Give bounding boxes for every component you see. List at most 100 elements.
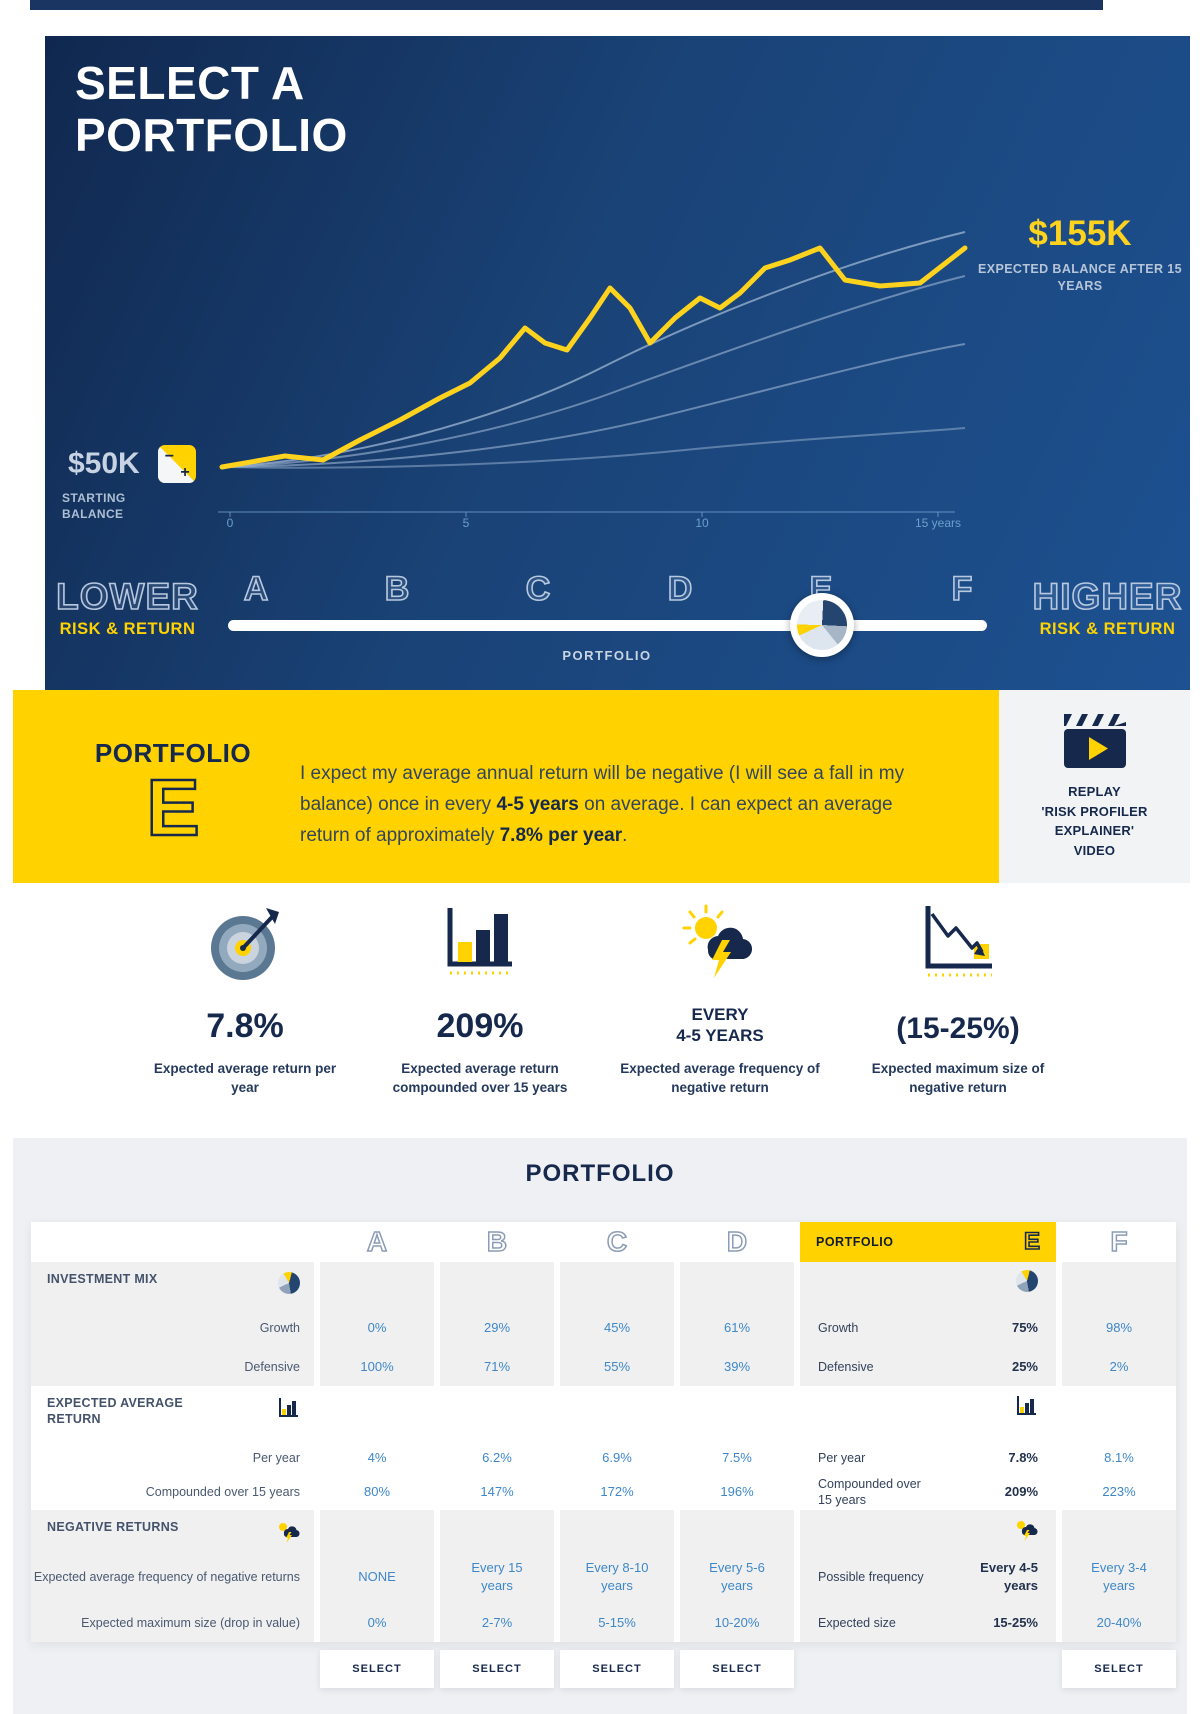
stat-label: Expected maximum size of negative return xyxy=(871,1061,1045,1095)
adjust-balance-icon[interactable]: − + xyxy=(157,445,196,484)
select-portfolio-a-button[interactable]: SELECT xyxy=(320,1650,434,1688)
stat-value-line1: EVERY xyxy=(691,1005,749,1025)
cell-peryear-b: 6.2% xyxy=(440,1442,554,1474)
starting-balance-caption: STARTING BALANCE xyxy=(62,491,126,522)
cell-frequency-e: Possible frequency Every 4-5 years xyxy=(800,1550,1056,1604)
slider-axis-label: PORTFOLIO xyxy=(562,648,652,663)
cell-defensive-f: 2% xyxy=(1062,1348,1176,1386)
cell-compounded-d: 196% xyxy=(680,1474,794,1510)
stat-return-per-year: 7.8% Expected average return per year xyxy=(130,898,360,1098)
higher-risk-word: HIGHER xyxy=(1032,575,1183,618)
table-column-e-selected: PORTFOLIO E Growth 75% Defensive 25% xyxy=(800,1222,1056,1642)
expected-balance-caption: EXPECTED BALANCE AFTER 15 YEARS xyxy=(977,262,1182,294)
slider-letter-b[interactable]: B xyxy=(384,569,410,609)
bar-chart-icon xyxy=(365,898,595,990)
replay-line-1: REPLAY xyxy=(1068,784,1121,799)
bar-chart-icon xyxy=(1014,1394,1038,1423)
cell-defensive-c: 55% xyxy=(560,1348,674,1386)
banner-text-2: on average. I can expect an average retu… xyxy=(300,794,893,846)
slider-letter-c[interactable]: C xyxy=(525,569,551,609)
x-tick-10: 10 xyxy=(695,516,709,530)
cell-growth-e: Growth 75% xyxy=(800,1308,1056,1348)
row-label-per-year: Per year xyxy=(31,1442,314,1474)
lower-risk-word: LOWER xyxy=(55,575,199,618)
select-portfolio-d-button[interactable]: SELECT xyxy=(680,1650,794,1688)
comparison-table-section: PORTFOLIO INVESTMENT MIX Growth Defensiv… xyxy=(13,1138,1187,1714)
table-column-a: A 0% 100% 4% 80% NONE 0% xyxy=(320,1222,434,1642)
cell-frequency-d: Every 5-6 years xyxy=(680,1550,794,1604)
top-accent-strip xyxy=(30,0,1103,10)
lower-risk-sub: RISK & RETURN xyxy=(59,620,196,638)
replay-line-2: 'RISK PROFILER xyxy=(1041,803,1148,819)
plus-icon: + xyxy=(180,464,190,482)
group-header-expected-return: EXPECTED AVERAGE RETURN xyxy=(31,1386,314,1442)
x-tick-15: 15 years xyxy=(914,516,962,530)
page-title: SELECT A PORTFOLIO xyxy=(75,57,348,161)
pie-chart-icon xyxy=(1016,1270,1038,1292)
risk-slider-handle[interactable] xyxy=(790,593,854,657)
decline-chart-icon xyxy=(843,898,1073,990)
table-label-column: INVESTMENT MIX Growth Defensive EXPECTED… xyxy=(31,1222,314,1642)
cell-frequency-f: Every 3-4 years xyxy=(1062,1550,1176,1604)
cell-defensive-e: Defensive 25% xyxy=(800,1348,1056,1386)
slider-letter-d[interactable]: D xyxy=(667,569,693,609)
storm-cloud-icon xyxy=(605,898,835,990)
cell-peryear-d: 7.5% xyxy=(680,1442,794,1474)
pie-chart-icon xyxy=(278,1272,300,1294)
cell-frequency-b: Every 15 years xyxy=(440,1550,554,1604)
expected-balance-value: $155K xyxy=(1028,214,1132,253)
x-tick-5: 5 xyxy=(462,516,470,530)
slider-letter-f[interactable]: F xyxy=(951,569,973,609)
growth-chart xyxy=(218,231,968,517)
cell-defensive-a: 100% xyxy=(320,1348,434,1386)
column-header-d: D xyxy=(726,1225,748,1258)
stat-label: Expected average return per year xyxy=(153,1061,337,1095)
cell-growth-c: 45% xyxy=(560,1308,674,1348)
slider-letter-a[interactable]: A xyxy=(243,569,269,609)
replay-line-3: EXPLAINER' xyxy=(1054,823,1135,838)
stat-negative-frequency: EVERY 4-5 YEARS Expected average frequen… xyxy=(605,898,835,1098)
cell-defensive-b: 71% xyxy=(440,1348,554,1386)
storm-cloud-icon xyxy=(1014,1518,1038,1547)
cell-compounded-b: 147% xyxy=(440,1474,554,1510)
stat-max-negative-return: (15-25%) Expected maximum size of negati… xyxy=(843,898,1073,1098)
column-header-e: E xyxy=(1023,1227,1041,1256)
select-portfolio-f-button[interactable]: SELECT xyxy=(1062,1650,1176,1688)
row-label-frequency: Expected average frequency of negative r… xyxy=(31,1550,314,1604)
cell-maxsize-b: 2-7% xyxy=(440,1604,554,1642)
stat-value: (15-25%) xyxy=(896,1012,1020,1045)
replay-video-button[interactable]: REPLAY 'RISK PROFILER EXPLAINER' VIDEO xyxy=(999,690,1190,883)
stat-value: 7.8% xyxy=(206,1007,284,1045)
cell-peryear-f: 8.1% xyxy=(1062,1442,1176,1474)
starting-balance-value: $50K xyxy=(68,447,140,480)
row-label-max-size: Expected maximum size (drop in value) xyxy=(31,1604,314,1642)
banner-portfolio-letter: E xyxy=(145,763,201,852)
column-header-c: C xyxy=(606,1225,628,1258)
banner-description: I expect my average annual return will b… xyxy=(300,758,912,851)
cell-maxsize-e: Expected size 15-25% xyxy=(800,1604,1056,1642)
select-portfolio-b-button[interactable]: SELECT xyxy=(440,1650,554,1688)
stat-label: Expected average return compounded over … xyxy=(392,1061,568,1095)
table-column-f: F 98% 2% 8.1% 223% Every 3-4 years 20-40… xyxy=(1062,1222,1176,1642)
banner-portfolio-label: PORTFOLIO xyxy=(94,738,252,768)
hero-panel: SELECT A PORTFOLIO $155K EXPECTED BALANC… xyxy=(45,36,1190,690)
lower-risk-label: LOWER RISK & RETURN xyxy=(35,575,220,639)
minus-icon: − xyxy=(164,448,175,466)
video-clapperboard-icon xyxy=(1063,714,1126,768)
cell-frequency-c: Every 8-10 years xyxy=(560,1550,674,1604)
group-header-investment-mix: INVESTMENT MIX xyxy=(31,1262,314,1308)
fold-shape xyxy=(157,445,196,484)
banner-text-1: I expect my average annual return will b… xyxy=(300,763,905,815)
table-title: PORTFOLIO xyxy=(525,1160,675,1187)
select-portfolio-c-button[interactable]: SELECT xyxy=(560,1650,674,1688)
table-column-d: D 61% 39% 7.5% 196% Every 5-6 years 10-2… xyxy=(680,1222,794,1642)
risk-slider-track[interactable] xyxy=(228,620,987,631)
cell-peryear-e: Per year 7.8% xyxy=(800,1442,1056,1474)
stat-value-line2: 4-5 YEARS xyxy=(676,1025,764,1045)
stat-value: 209% xyxy=(436,1007,524,1045)
portfolio-banner: PORTFOLIO E I expect my average annual r… xyxy=(13,690,999,883)
cell-growth-b: 29% xyxy=(440,1308,554,1348)
bar-chart-icon xyxy=(276,1396,300,1425)
group-header-negative-returns: NEGATIVE RETURNS xyxy=(31,1510,314,1550)
